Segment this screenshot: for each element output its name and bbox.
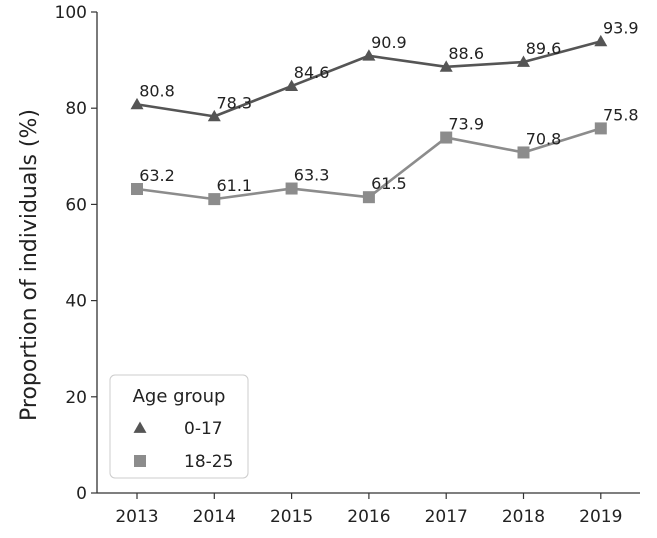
series-18-25: 63.2 61.1 63.3 61.5 73.9 70.8 75.8 <box>131 105 639 206</box>
data-point <box>517 146 530 159</box>
x-tick-label: 2017 <box>425 507 468 527</box>
data-label: 75.8 <box>603 105 639 124</box>
data-point <box>439 60 453 72</box>
x-tick-label: 2019 <box>579 507 622 527</box>
x-tick-label: 2014 <box>193 507 236 527</box>
data-label: 73.9 <box>448 115 484 134</box>
y-axis-title: Proportion of individuals (%) <box>17 109 42 421</box>
legend-label: 0-17 <box>184 419 223 439</box>
data-label: 61.5 <box>371 174 407 193</box>
data-point <box>594 122 607 135</box>
axes: 0 20 40 60 80 100 2013 2014 2015 2016 2017 2018 2019 <box>55 3 640 527</box>
y-tick-label: 100 <box>55 3 87 23</box>
data-label: 90.9 <box>371 33 407 52</box>
data-label: 89.6 <box>526 39 562 58</box>
data-label: 88.6 <box>448 44 484 63</box>
data-point <box>285 79 299 91</box>
data-label: 70.8 <box>526 129 562 148</box>
data-point <box>208 193 221 206</box>
data-label: 84.6 <box>294 63 330 82</box>
data-label: 63.2 <box>139 166 175 185</box>
data-point <box>131 183 143 196</box>
legend-items: 0-17 18-25 <box>133 419 233 472</box>
x-tick-label: 2013 <box>115 507 158 527</box>
data-point <box>207 109 221 122</box>
data-point <box>594 34 608 47</box>
legend-label: 18-25 <box>184 452 233 472</box>
series-0-17: 80.8 78.3 84.6 90.9 88.6 89.6 93.9 <box>130 18 639 122</box>
y-tick-label: 40 <box>65 292 87 312</box>
data-point <box>362 191 375 204</box>
y-tick-label: 0 <box>76 484 87 504</box>
y-tick-label: 80 <box>65 99 87 119</box>
legend-frame <box>109 374 249 479</box>
y-tick-label: 20 <box>65 388 87 408</box>
data-label: 61.1 <box>216 176 252 195</box>
legend: Age group 0-17 18-25 <box>109 374 249 479</box>
x-tick-label: 2015 <box>270 507 313 527</box>
data-label: 93.9 <box>603 18 639 37</box>
series-layer: 80.8 78.3 84.6 90.9 88.6 89.6 93.9 63.2 61.1 63.3… <box>130 18 639 206</box>
legend-marker-square <box>134 455 146 467</box>
x-tick-label: 2018 <box>502 507 545 527</box>
data-label: 78.3 <box>216 93 252 112</box>
data-point <box>285 182 298 195</box>
data-label: 63.3 <box>294 166 330 185</box>
legend-title: Age group <box>133 386 226 407</box>
data-point <box>517 55 530 67</box>
x-tick-label: 2016 <box>347 507 390 527</box>
legend-marker-triangle <box>133 421 147 433</box>
data-point <box>440 131 453 144</box>
y-tick-label: 60 <box>65 195 87 215</box>
data-point <box>130 97 144 110</box>
data-point <box>362 49 376 61</box>
data-label: 80.8 <box>139 81 175 100</box>
